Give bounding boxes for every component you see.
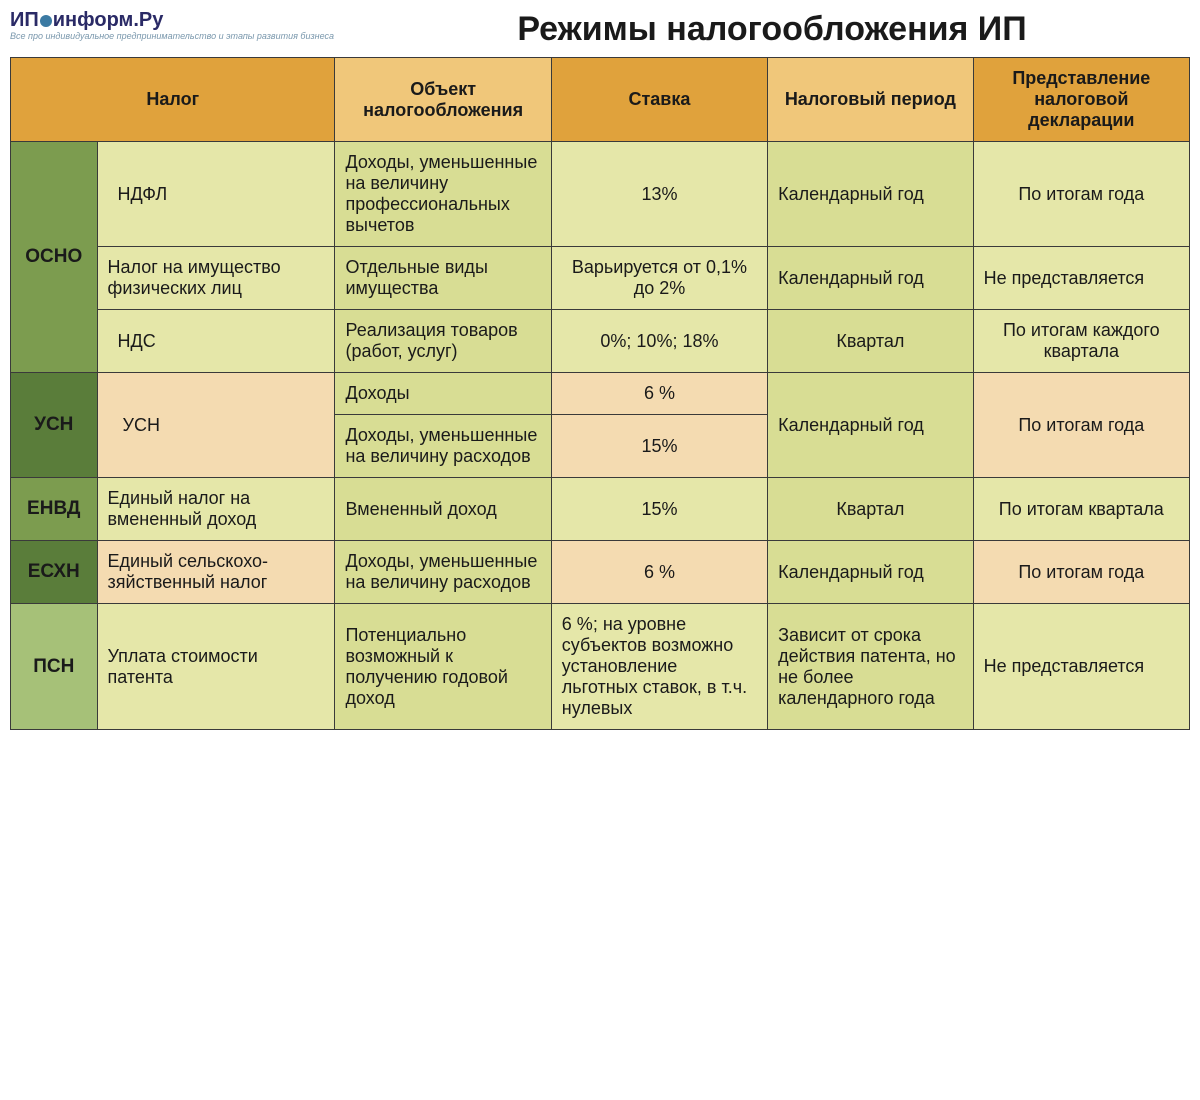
cell-rate: 15% — [551, 478, 767, 541]
page-title: Режимы налогообложения ИП — [354, 10, 1190, 49]
logo-part-2: информ — [53, 9, 134, 31]
cell-rate: 13% — [551, 142, 767, 247]
cell-period: Календарный год — [768, 541, 974, 604]
logo-part-1: ИП — [10, 9, 39, 31]
regime-osno: ОСНО — [11, 142, 98, 373]
cell-tax: УСН — [97, 373, 335, 478]
tax-regimes-table: Налог Объект налогообложения Ставка Нало… — [10, 57, 1190, 730]
cell-period: Зависит от срока действия патента, но не… — [768, 604, 974, 730]
table-row: ЕСХН Единый сельскохо-зяйственный налог … — [11, 541, 1190, 604]
col-object-header: Объект налогообложения — [335, 58, 551, 142]
cell-object: Доходы, уменьшенные на величину расходов — [335, 415, 551, 478]
table-row: ЕНВД Единый налог на вмененный доход Вме… — [11, 478, 1190, 541]
cell-period: Квартал — [768, 478, 974, 541]
page-header: ИП информ.Ру Все про индивидуальное предп… — [10, 10, 1190, 57]
table-row: ПСН Уплата стоимости патента Потенциальн… — [11, 604, 1190, 730]
regime-usn: УСН — [11, 373, 98, 478]
cell-rate: 6 % — [551, 541, 767, 604]
cell-declaration: По итогам года — [973, 541, 1189, 604]
table-row: Налог на имущество физических лиц Отдель… — [11, 247, 1190, 310]
cell-period: Календарный год — [768, 142, 974, 247]
col-period-header: Налоговый период — [768, 58, 974, 142]
cell-rate: 6 % — [551, 373, 767, 415]
table-row: НДС Реализация товаров (работ, услуг) 0%… — [11, 310, 1190, 373]
cell-period: Квартал — [768, 310, 974, 373]
table-header-row: Налог Объект налогообложения Ставка Нало… — [11, 58, 1190, 142]
regime-envd: ЕНВД — [11, 478, 98, 541]
cell-object: Доходы, уменьшенные на величину расходов — [335, 541, 551, 604]
col-rate-header: Ставка — [551, 58, 767, 142]
cell-tax: Уплата стоимости патента — [97, 604, 335, 730]
cell-object: Отдельные виды имущества — [335, 247, 551, 310]
table-row: ОСНО НДФЛ Доходы, уменьшенные на величин… — [11, 142, 1190, 247]
site-logo: ИП информ.Ру Все про индивидуальное предп… — [10, 10, 334, 41]
logo-suffix: .Ру — [133, 9, 163, 31]
cell-declaration: По итогам каждого квартала — [973, 310, 1189, 373]
cell-period: Календарный год — [768, 247, 974, 310]
cell-rate: 0%; 10%; 18% — [551, 310, 767, 373]
cell-tax: Единый налог на вмененный доход — [97, 478, 335, 541]
cell-object: Потенциально возможный к получению годов… — [335, 604, 551, 730]
cell-object: Доходы — [335, 373, 551, 415]
cell-object: Реализация товаров (работ, услуг) — [335, 310, 551, 373]
cell-tax: НДФЛ — [97, 142, 335, 247]
cell-rate: 15% — [551, 415, 767, 478]
regime-psn: ПСН — [11, 604, 98, 730]
logo-subtitle: Все про индивидуальное предпринимательст… — [10, 32, 334, 41]
cell-declaration: Не представляется — [973, 604, 1189, 730]
cell-declaration: По итогам года — [973, 142, 1189, 247]
logo-bullet-icon — [40, 15, 52, 27]
cell-tax: Единый сельскохо-зяйственный налог — [97, 541, 335, 604]
table-row: УСН УСН Доходы 6 % Календарный год По ит… — [11, 373, 1190, 415]
cell-object: Доходы, уменьшенные на величину професси… — [335, 142, 551, 247]
col-tax-header: Налог — [11, 58, 335, 142]
cell-object: Вмененный доход — [335, 478, 551, 541]
cell-rate: Варьируется от 0,1% до 2% — [551, 247, 767, 310]
cell-declaration: Не представляется — [973, 247, 1189, 310]
col-declaration-header: Представление налоговой декларации — [973, 58, 1189, 142]
cell-declaration: По итогам года — [973, 373, 1189, 478]
cell-tax: НДС — [97, 310, 335, 373]
cell-rate: 6 %; на уровне субъектов возможно устано… — [551, 604, 767, 730]
cell-tax: Налог на имущество физических лиц — [97, 247, 335, 310]
cell-period: Календарный год — [768, 373, 974, 478]
cell-declaration: По итогам квартала — [973, 478, 1189, 541]
regime-eshn: ЕСХН — [11, 541, 98, 604]
